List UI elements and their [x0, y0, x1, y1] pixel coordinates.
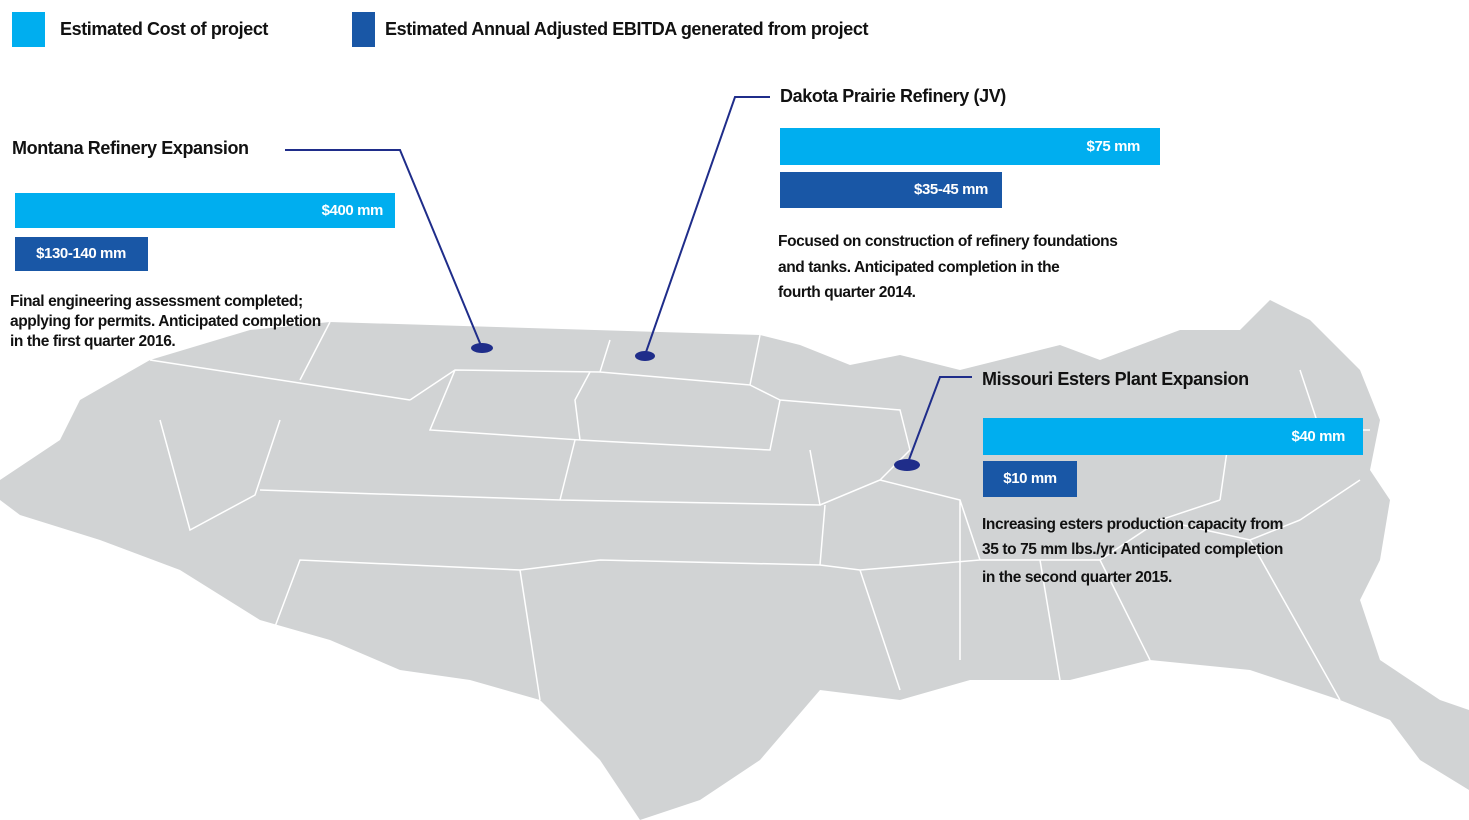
- ebitda-label: $130-140 mm: [36, 245, 126, 262]
- cost-bar: [15, 193, 395, 228]
- description: Final engineering assessment completed;: [10, 293, 303, 310]
- location-dot: [635, 351, 655, 361]
- description: applying for permits. Anticipated comple…: [10, 313, 321, 330]
- leader-line: [906, 376, 972, 466]
- description: 35 to 75 mm lbs./yr. Anticipated complet…: [982, 541, 1283, 558]
- leader-line: [285, 149, 483, 349]
- cost-label: $40 mm: [1292, 428, 1346, 445]
- ebitda-label: $10 mm: [1003, 470, 1057, 487]
- description: in the first quarter 2016.: [10, 333, 175, 350]
- project-title: Montana Refinery Expansion: [12, 138, 249, 158]
- leader-line: [644, 96, 770, 356]
- project-title: Dakota Prairie Refinery (JV): [780, 86, 1006, 106]
- legend-swatch-cost: [12, 12, 45, 47]
- location-dot: [471, 343, 493, 353]
- cost-label: $75 mm: [1087, 138, 1141, 155]
- description: Focused on construction of refinery foun…: [778, 233, 1117, 250]
- legend-label: Estimated Annual Adjusted EBITDA generat…: [385, 19, 868, 39]
- legend-label: Estimated Cost of project: [60, 19, 268, 39]
- ebitda-bar: [15, 237, 148, 271]
- location-dot: [894, 459, 920, 471]
- legend-swatch-ebitda: [352, 12, 375, 47]
- description: in the second quarter 2015.: [982, 569, 1172, 586]
- cost-bar: [780, 128, 1160, 165]
- description: fourth quarter 2014.: [778, 284, 916, 301]
- cost-bar: [983, 418, 1363, 455]
- project-dakota: Dakota Prairie Refinery (JV) $75 mm $35-…: [635, 86, 1160, 361]
- state-borders: [149, 321, 1370, 701]
- cost-label: $400 mm: [322, 202, 383, 219]
- description: and tanks. Anticipated completion in the: [778, 259, 1060, 276]
- description: Increasing esters production capacity fr…: [982, 516, 1283, 533]
- project-title: Missouri Esters Plant Expansion: [982, 369, 1249, 389]
- project-montana: Montana Refinery Expansion $400 mm $130-…: [10, 138, 493, 353]
- ebitda-label: $35-45 mm: [914, 181, 988, 198]
- ebitda-bar: [983, 461, 1077, 497]
- ebitda-bar: [780, 172, 1002, 208]
- project-missouri: Missouri Esters Plant Expansion $40 mm $…: [894, 369, 1363, 586]
- legend: Estimated Cost of project Estimated Annu…: [12, 12, 869, 47]
